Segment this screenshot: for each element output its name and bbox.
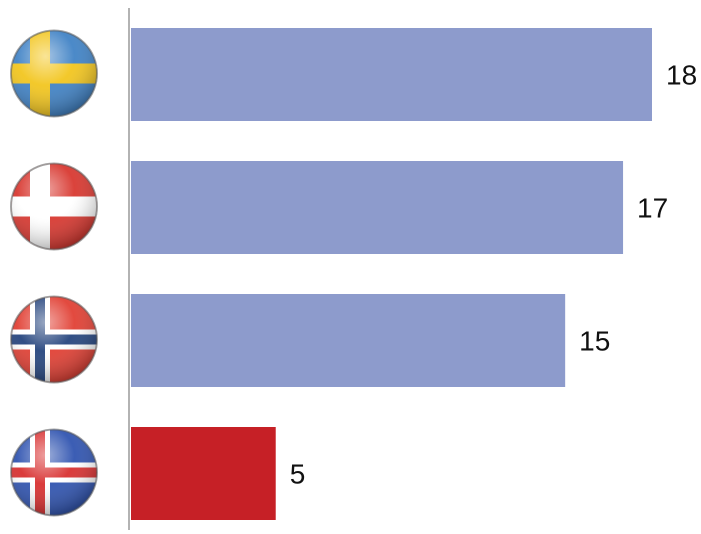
value-label-iceland: 5 [290, 459, 306, 490]
iceland-flag-icon [10, 428, 98, 517]
bar-iceland [131, 427, 276, 520]
bar-norway [131, 294, 566, 387]
value-labels: 18 17 15 5 [290, 60, 697, 490]
sweden-flag-icon [10, 29, 98, 118]
flag-icons [10, 29, 98, 517]
denmark-flag-icon [10, 162, 98, 251]
value-label-denmark: 17 [637, 193, 668, 224]
bar-denmark [131, 161, 624, 254]
bars [131, 28, 652, 520]
value-label-sweden: 18 [666, 60, 697, 91]
value-label-norway: 15 [579, 326, 610, 357]
norway-flag-icon [10, 295, 98, 384]
bar-sweden [131, 28, 652, 121]
